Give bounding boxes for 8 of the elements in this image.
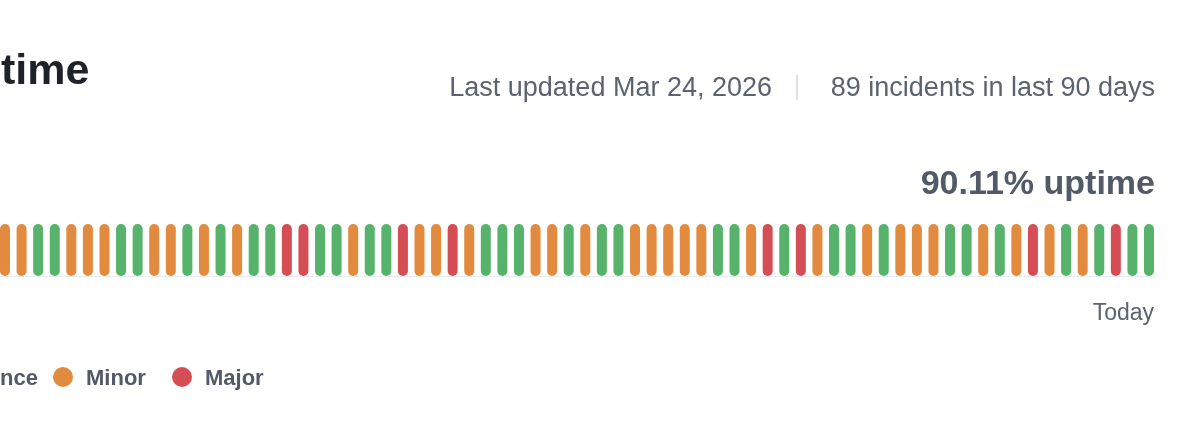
text: 90.11% uptime — [920, 163, 1155, 201]
text: 89 incidents in last 90 days — [830, 72, 1155, 102]
legend-label: Major — [205, 365, 265, 390]
chart-title: time — [1, 45, 90, 93]
text: Today — [1092, 299, 1155, 325]
text: Last updated Mar 24, 2026 — [449, 72, 772, 102]
legend-label: Minor — [86, 365, 147, 390]
text: nce — [0, 365, 38, 390]
